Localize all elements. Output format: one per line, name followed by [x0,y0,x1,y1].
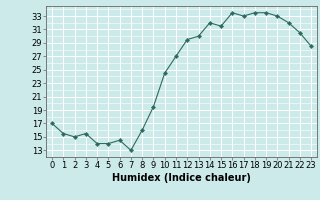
X-axis label: Humidex (Indice chaleur): Humidex (Indice chaleur) [112,173,251,183]
